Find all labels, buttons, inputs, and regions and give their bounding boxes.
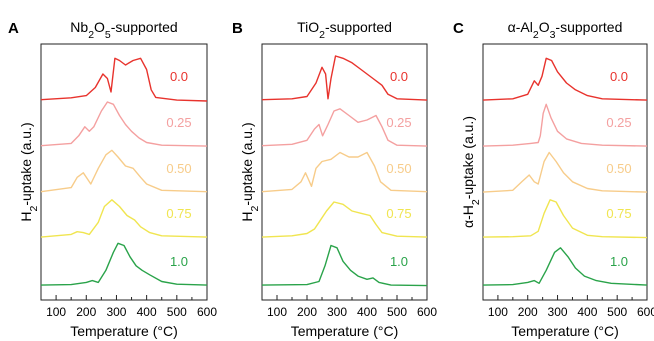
series-label: 1.0: [170, 254, 188, 269]
plot-frame: [40, 43, 208, 301]
series-label: 0.25: [606, 115, 631, 130]
x-tick-label: 100: [488, 305, 508, 319]
x-axis-label: Temperature (°C): [70, 323, 178, 339]
x-tick-label: 600: [417, 305, 437, 319]
x-tick-label: 600: [197, 305, 217, 319]
x-tick-label: 400: [357, 305, 377, 319]
series-label: 1.0: [390, 254, 408, 269]
series-label: 0.75: [166, 206, 191, 221]
x-tick-label: 300: [548, 305, 568, 319]
x-tick-label: 400: [137, 305, 157, 319]
series-label: 0.0: [390, 69, 408, 84]
series-line-0.50: [261, 151, 428, 193]
series-line-0.0: [40, 57, 208, 102]
series-label: 0.75: [386, 206, 411, 221]
panel-letter: A: [8, 20, 19, 37]
x-tick-label: 200: [76, 305, 96, 319]
panel-a: A Nb2O5-supported 100 200 300 400 500 600 Temper…: [8, 19, 217, 339]
series-label: 0.0: [170, 69, 188, 84]
x-tick-label: 500: [167, 305, 187, 319]
series-line-1.0: [482, 247, 648, 286]
y-axis-label: H2-uptake (a.u.): [18, 122, 40, 221]
chart-title: Nb2O5-supported: [70, 19, 177, 41]
x-tick-label: 200: [297, 305, 317, 319]
chart-title: α-Al2O3-supported: [508, 19, 623, 41]
series-label: 0.75: [606, 206, 631, 221]
series-line-0.75: [261, 201, 428, 238]
series-label: 0.0: [610, 69, 628, 84]
panel-b: B TiO2-supported 100 200 300 400 500 600 Tempera…: [232, 19, 437, 339]
series-line-0.25: [482, 103, 648, 147]
series-line-0.25: [261, 108, 428, 147]
panel-letter: B: [232, 20, 243, 37]
series-label: 0.50: [386, 161, 411, 176]
x-tick-label: 400: [577, 305, 597, 319]
x-tick-label: 500: [607, 305, 627, 319]
panel-letter: C: [453, 20, 464, 37]
series-line-0.75: [40, 199, 208, 238]
series-line-0.75: [482, 199, 648, 239]
x-tick-label: 300: [327, 305, 347, 319]
plot-frame: [261, 43, 428, 301]
series-line-0.0: [482, 57, 648, 101]
x-tick-label: 500: [387, 305, 407, 319]
plot-frame: [482, 43, 648, 301]
series-label: 0.25: [386, 115, 411, 130]
x-tick-label: 100: [46, 305, 66, 319]
x-tick-label: 600: [637, 305, 654, 319]
chart-title: TiO2-supported: [297, 19, 392, 41]
series-label: 0.25: [166, 115, 191, 130]
series-line-0.50: [40, 149, 208, 193]
series-label: 0.50: [166, 161, 191, 176]
x-axis-label: Temperature (°C): [511, 323, 619, 339]
x-tick-label: 200: [518, 305, 538, 319]
x-tick-label: 300: [106, 305, 126, 319]
x-axis-label: Temperature (°C): [291, 323, 399, 339]
series-line-0.0: [261, 55, 428, 101]
x-tick-label: 100: [267, 305, 287, 319]
y-axis-label: H2-uptake (a.u.): [239, 122, 261, 221]
y-axis-label: α-H2-uptake (a.u.): [460, 116, 482, 228]
series-label: 0.50: [606, 161, 631, 176]
series-line-0.25: [40, 101, 208, 147]
series-line-0.50: [482, 151, 648, 193]
series-line-1.0: [261, 244, 428, 287]
series-line-1.0: [40, 242, 208, 286]
series-label: 1.0: [610, 254, 628, 269]
